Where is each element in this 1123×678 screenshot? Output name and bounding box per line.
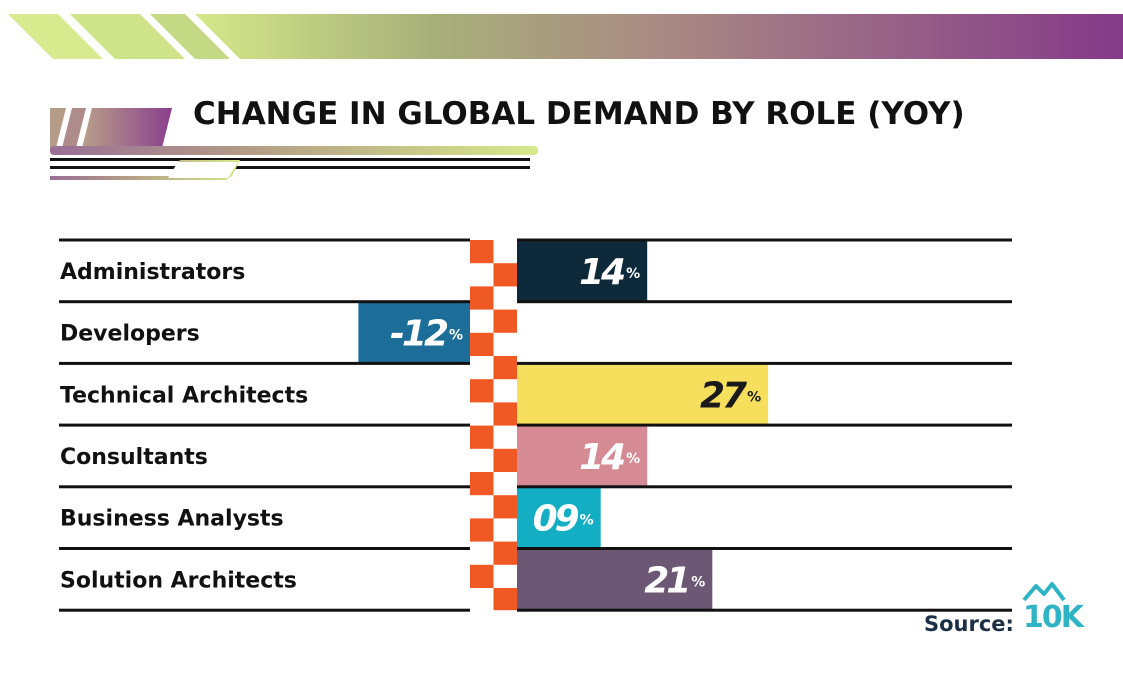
- axis-check-cell: [470, 332, 494, 356]
- row-divider-left: [59, 485, 470, 489]
- row-divider-left: [59, 608, 470, 612]
- row-divider-right: [517, 485, 1012, 489]
- bar-administrators: [517, 241, 648, 301]
- axis-check-cell: [493, 448, 517, 472]
- axis-check-cell: [493, 263, 517, 287]
- axis-check-cell: [493, 495, 517, 519]
- row-divider-left: [59, 547, 470, 550]
- row-divider-right: [517, 361, 1012, 365]
- category-label-developers: Developers: [60, 322, 200, 347]
- bar-consultants: [517, 426, 648, 486]
- value-label-consultants: 14: [579, 437, 624, 478]
- category-label-administrators: Administrators: [60, 260, 245, 285]
- value-label-solution-architects: 21: [644, 560, 688, 601]
- bar-solution-architects: [517, 549, 713, 610]
- row-divider-right: [517, 608, 1012, 612]
- source-label: Source:: [924, 612, 1014, 636]
- row-divider-right: [517, 547, 1012, 550]
- row-divider-left: [59, 300, 470, 304]
- value-label-administrators: 14: [579, 252, 624, 293]
- mountain-icon: [1022, 582, 1066, 602]
- axis-check-cell: [493, 588, 517, 611]
- value-label-business-analysts: 09: [533, 499, 579, 540]
- row-divider-left: [59, 361, 470, 365]
- value-label-technical-architects: 27: [700, 375, 747, 416]
- row-divider-right: [517, 300, 1012, 304]
- axis-check-cell: [470, 518, 494, 542]
- axis-check-cell: [470, 425, 494, 449]
- bar-business-analysts: [517, 487, 601, 548]
- bar-developers: [358, 302, 470, 363]
- axis-check-cell: [493, 402, 517, 426]
- axis-check-cell: [493, 309, 517, 333]
- title-decoration: [50, 108, 538, 180]
- axis-check-cell: [470, 472, 494, 496]
- chart-title: CHANGE IN GLOBAL DEMAND BY ROLE (YOY): [193, 96, 965, 132]
- category-label-technical-architects: Technical Architects: [60, 383, 308, 408]
- category-label-solution-architects: Solution Architects: [60, 568, 297, 593]
- axis-check-cell: [470, 286, 494, 310]
- value-label-developers: -12: [390, 314, 448, 355]
- row-divider-right: [517, 423, 1012, 427]
- top-banner: [8, 14, 1123, 59]
- value-unit-solution-architects: %: [691, 574, 705, 590]
- axis-check-cell: [470, 240, 494, 264]
- row-divider-left: [59, 238, 470, 242]
- axis-check-cell: [493, 356, 517, 380]
- row-divider-right: [517, 238, 1012, 242]
- category-label-business-analysts: Business Analysts: [60, 507, 284, 532]
- row-divider-left: [59, 423, 470, 427]
- value-unit-technical-architects: %: [747, 389, 761, 405]
- axis-check-cell: [493, 541, 517, 565]
- axis-check-cell: [470, 379, 494, 403]
- category-label-consultants: Consultants: [60, 445, 208, 470]
- value-unit-administrators: %: [626, 266, 640, 282]
- axis-check-cell: [470, 564, 494, 588]
- value-unit-consultants: %: [626, 451, 640, 467]
- brand-logo: 10K: [1023, 600, 1084, 635]
- value-unit-developers: %: [449, 328, 463, 344]
- value-unit-business-analysts: %: [580, 513, 594, 529]
- bar-technical-architects: [517, 364, 769, 425]
